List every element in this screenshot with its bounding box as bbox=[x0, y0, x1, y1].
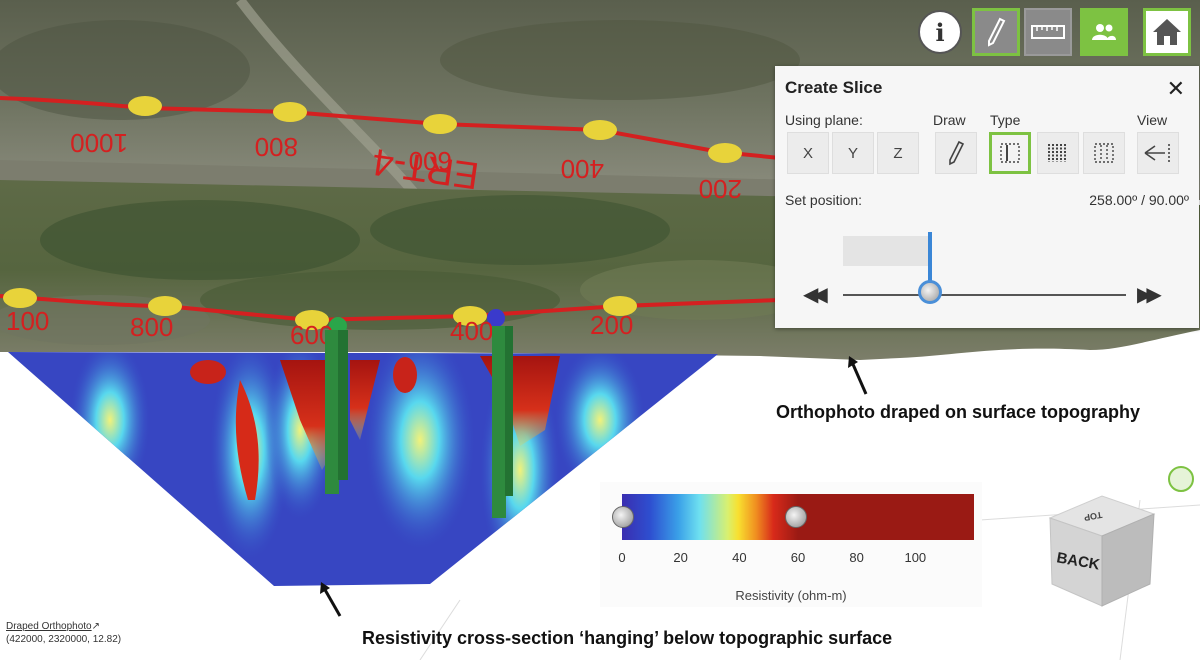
ruler-icon bbox=[1031, 25, 1065, 39]
legend-title: Resistivity (ohm-m) bbox=[735, 588, 847, 603]
coordinate-value: (422000, 2320000, 12.82) bbox=[6, 634, 122, 645]
external-link-icon: ↗ bbox=[91, 621, 101, 632]
position-preview bbox=[843, 236, 928, 266]
slice-type-single-button[interactable] bbox=[989, 132, 1031, 174]
draw-slice-button[interactable] bbox=[935, 132, 977, 174]
fast-forward-icon[interactable]: ▶▶ bbox=[1137, 284, 1162, 306]
distance-label: 200 bbox=[699, 174, 742, 204]
electrode-marker bbox=[583, 120, 617, 140]
using-plane-label: Using plane: bbox=[785, 112, 863, 128]
close-icon[interactable]: ✕ bbox=[1166, 76, 1185, 101]
distance-label: 800 bbox=[130, 312, 173, 342]
dotted-lines-icon bbox=[1048, 144, 1066, 162]
legend-tick-label: 0 bbox=[618, 550, 626, 565]
navigation-cube[interactable]: TOP BACK bbox=[1042, 488, 1162, 608]
cross-section-annotation: Resistivity cross-section ‘hanging’ belo… bbox=[362, 628, 893, 648]
pencil-icon bbox=[988, 17, 1006, 47]
view-label: View bbox=[1137, 112, 1168, 128]
panel-title: Create Slice bbox=[785, 78, 883, 97]
distance-label: 1000 bbox=[70, 128, 128, 158]
electrode-marker bbox=[295, 310, 329, 330]
electrode-marker bbox=[603, 296, 637, 316]
electrode-marker bbox=[128, 96, 162, 116]
electrode-marker bbox=[273, 102, 307, 122]
orthophoto-annotation: Orthophoto draped on surface topography bbox=[776, 402, 1140, 422]
set-position-label: Set position: bbox=[785, 192, 863, 208]
slider-indicator bbox=[928, 232, 932, 282]
compass-icon[interactable] bbox=[1168, 466, 1194, 492]
people-button[interactable] bbox=[1080, 8, 1128, 56]
plane-y-button[interactable]: Y bbox=[832, 132, 874, 174]
distance-label: 400 bbox=[450, 316, 493, 346]
measure-tool-button[interactable] bbox=[1024, 8, 1072, 56]
electrode-marker bbox=[423, 114, 457, 134]
electrode-marker bbox=[3, 288, 37, 308]
position-value: 258.00º / 90.00º bbox=[1089, 192, 1189, 208]
position-slider-thumb[interactable] bbox=[918, 280, 942, 304]
distance-label: 100 bbox=[6, 306, 49, 336]
cube-top-label: TOP bbox=[1083, 510, 1103, 523]
annotation-arrow bbox=[848, 356, 868, 395]
distance-label: 800 bbox=[255, 132, 298, 162]
coordinate-readout: Draped Orthophoto↗ (422000, 2320000, 12.… bbox=[6, 620, 121, 646]
info-button[interactable]: i bbox=[918, 10, 962, 54]
pencil-icon bbox=[949, 140, 965, 166]
create-slice-panel: Create Slice ✕ Using plane: Draw Type Vi… bbox=[775, 66, 1199, 328]
electrode-marker bbox=[708, 143, 742, 163]
plane-x-button[interactable]: X bbox=[787, 132, 829, 174]
type-label: Type bbox=[990, 112, 1021, 128]
draw-label: Draw bbox=[933, 112, 966, 128]
view-slice-button[interactable] bbox=[1137, 132, 1179, 174]
draw-tool-button[interactable] bbox=[972, 8, 1020, 56]
layer-link[interactable]: Draped Orthophoto bbox=[6, 621, 92, 632]
legend-tick-label: 100 bbox=[904, 550, 927, 565]
dotted-frame-icon bbox=[1000, 143, 1020, 163]
legend-tick-label: 80 bbox=[849, 550, 864, 565]
home-button[interactable] bbox=[1143, 8, 1191, 56]
distance-label: 400 bbox=[561, 154, 604, 184]
rewind-icon[interactable]: ◀◀ bbox=[803, 284, 828, 306]
legend-max-thumb[interactable] bbox=[785, 506, 808, 528]
distance-label: 200 bbox=[590, 310, 633, 340]
people-icon bbox=[1092, 24, 1116, 40]
distance-label: 600 bbox=[409, 146, 452, 176]
ert-line-lower: 100 800 600 400 200 bbox=[0, 288, 781, 350]
slice-type-multiple-button[interactable] bbox=[1037, 132, 1079, 174]
dotted-grid-icon bbox=[1094, 143, 1114, 163]
info-icon: i bbox=[935, 17, 945, 47]
legend-tick-label: 40 bbox=[732, 550, 747, 565]
legend-tick-label: 20 bbox=[673, 550, 688, 565]
electrode-marker bbox=[453, 306, 487, 326]
view-arrow-icon bbox=[1144, 144, 1170, 162]
electrode-marker bbox=[148, 296, 182, 316]
annotation-arrow bbox=[320, 582, 342, 617]
home-icon bbox=[1153, 19, 1181, 45]
resistivity-legend: 0 20 40 60 80 100 Resistivity (ohm-m) bbox=[600, 482, 982, 607]
slice-type-grid-button[interactable] bbox=[1083, 132, 1125, 174]
plane-z-button[interactable]: Z bbox=[877, 132, 919, 174]
legend-min-thumb[interactable] bbox=[612, 506, 634, 528]
position-slider-track[interactable] bbox=[843, 294, 1126, 296]
ert-line-upper: 1000 800 600 400 200 ERT-4 bbox=[0, 96, 781, 204]
legend-tick-label: 60 bbox=[790, 550, 806, 565]
